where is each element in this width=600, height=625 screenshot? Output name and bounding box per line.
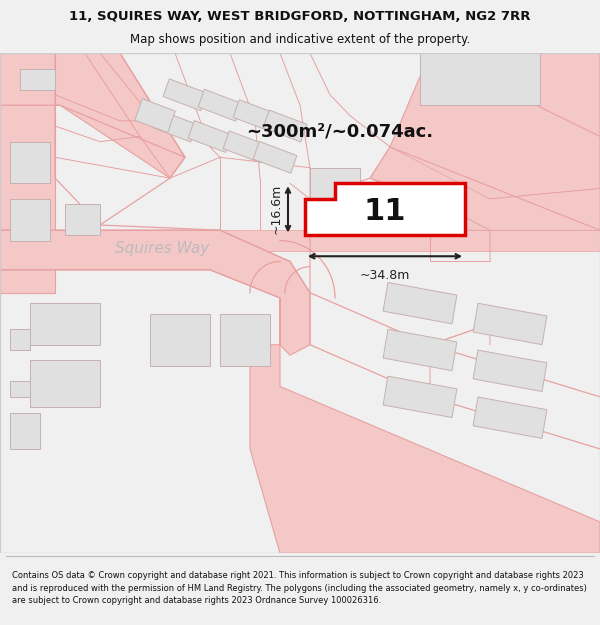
Text: ~300m²/~0.074ac.: ~300m²/~0.074ac.	[247, 122, 434, 140]
Text: 11: 11	[364, 197, 406, 226]
Polygon shape	[30, 361, 100, 408]
Polygon shape	[65, 204, 100, 236]
Polygon shape	[10, 199, 50, 241]
Text: Contains OS data © Crown copyright and database right 2021. This information is : Contains OS data © Crown copyright and d…	[12, 571, 587, 605]
Text: ~34.8m: ~34.8m	[360, 269, 410, 282]
Polygon shape	[383, 282, 457, 324]
Polygon shape	[135, 99, 175, 132]
Polygon shape	[310, 168, 360, 199]
Polygon shape	[10, 381, 30, 397]
Polygon shape	[473, 350, 547, 391]
Polygon shape	[0, 53, 185, 178]
Polygon shape	[420, 53, 540, 105]
Polygon shape	[0, 230, 310, 355]
Polygon shape	[153, 110, 197, 142]
Polygon shape	[370, 147, 600, 230]
Polygon shape	[30, 303, 100, 345]
Polygon shape	[473, 397, 547, 438]
Polygon shape	[150, 314, 210, 366]
Polygon shape	[390, 53, 600, 199]
Polygon shape	[305, 183, 465, 236]
Polygon shape	[10, 142, 50, 183]
Polygon shape	[188, 121, 232, 152]
Text: ~16.6m: ~16.6m	[270, 184, 283, 234]
Polygon shape	[10, 412, 40, 449]
Polygon shape	[0, 53, 55, 292]
Polygon shape	[473, 303, 547, 344]
Polygon shape	[250, 298, 600, 553]
Text: 11, SQUIRES WAY, WEST BRIDGFORD, NOTTINGHAM, NG2 7RR: 11, SQUIRES WAY, WEST BRIDGFORD, NOTTING…	[69, 11, 531, 24]
Polygon shape	[253, 141, 297, 173]
Text: Squires Way: Squires Way	[115, 241, 209, 256]
Polygon shape	[10, 329, 30, 350]
Polygon shape	[0, 230, 600, 251]
Text: Map shows position and indicative extent of the property.: Map shows position and indicative extent…	[130, 33, 470, 46]
Polygon shape	[223, 131, 267, 162]
Polygon shape	[220, 314, 270, 366]
Polygon shape	[383, 376, 457, 418]
Polygon shape	[198, 89, 242, 121]
Polygon shape	[383, 329, 457, 371]
Polygon shape	[163, 79, 207, 111]
Polygon shape	[263, 110, 307, 142]
Polygon shape	[20, 69, 55, 89]
Polygon shape	[233, 100, 277, 131]
